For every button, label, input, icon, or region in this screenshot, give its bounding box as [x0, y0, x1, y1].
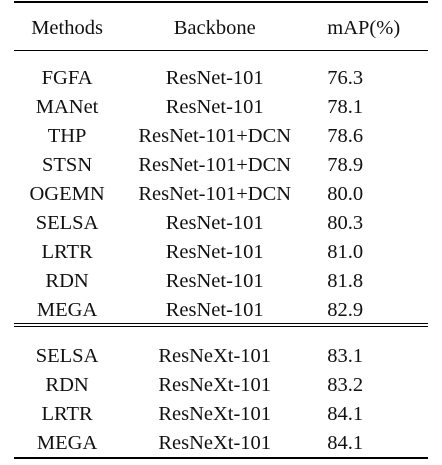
- header-rule: [14, 50, 428, 51]
- cell-backbone: ResNet-101+DCN: [138, 183, 292, 205]
- cell-method: MEGA: [36, 299, 98, 321]
- cell-map: 81.8: [327, 270, 364, 292]
- cell-map: 84.1: [327, 432, 364, 454]
- cell-map: 78.6: [327, 125, 364, 147]
- table-row: LRTR ResNet-101 81.0: [14, 238, 428, 267]
- cell-method: OGEMN: [29, 183, 105, 205]
- header-methods: Methods: [31, 17, 103, 39]
- cell-backbone: ResNet-101: [165, 241, 264, 263]
- group-resnext: SELSA ResNeXt-101 83.1 RDN ResNeXt-101 83.2 LR…: [14, 325, 428, 458]
- bottom-rule: [14, 457, 428, 459]
- table-row: SELSA ResNet-101 80.3: [14, 209, 428, 238]
- cell-backbone: ResNeXt-101: [158, 403, 272, 425]
- cell-method: RDN: [45, 270, 89, 292]
- cell-method: THP: [47, 125, 87, 147]
- comparison-table: Methods Backbone mAP(%) FGFA ResNet-101 76…: [14, 0, 428, 458]
- header-backbone: Backbone: [173, 17, 256, 39]
- group-divider-rule: [14, 323, 428, 324]
- table-row: OGEMN ResNet-101+DCN 80.0: [14, 180, 428, 209]
- cell-method: MEGA: [36, 432, 98, 454]
- table-row: LRTR ResNeXt-101 84.1: [14, 400, 428, 429]
- cell-map: 83.1: [327, 345, 364, 367]
- cell-backbone: ResNeXt-101: [158, 374, 272, 396]
- cell-map: 83.2: [327, 374, 364, 396]
- table-row: SELSA ResNeXt-101 83.1: [14, 342, 428, 371]
- cell-map: 82.9: [327, 299, 364, 321]
- table-row: MANet ResNet-101 78.1: [14, 93, 428, 122]
- cell-method: RDN: [45, 374, 89, 396]
- cell-backbone: ResNet-101: [165, 212, 264, 234]
- table-row: THP ResNet-101+DCN 78.6: [14, 122, 428, 151]
- group-resnet: FGFA ResNet-101 76.3 MANet ResNet-101 78.1 THP…: [14, 56, 428, 325]
- table-row: MEGA ResNeXt-101 84.1: [14, 429, 428, 458]
- cell-map: 78.1: [327, 96, 364, 118]
- cell-method: LRTR: [41, 241, 93, 263]
- cell-method: STSN: [42, 154, 93, 176]
- cell-backbone: ResNet-101+DCN: [138, 154, 292, 176]
- cell-map: 78.9: [327, 154, 364, 176]
- cell-backbone: ResNeXt-101: [158, 345, 272, 367]
- cell-map: 80.3: [327, 212, 364, 234]
- cell-method: FGFA: [41, 67, 93, 89]
- cell-backbone: ResNet-101: [165, 270, 264, 292]
- cell-backbone: ResNet-101: [165, 96, 264, 118]
- group-divider-rule-2: [14, 326, 428, 327]
- header-row: Methods Backbone mAP(%): [14, 0, 428, 56]
- cell-method: SELSA: [35, 212, 99, 234]
- cell-map: 80.0: [327, 183, 364, 205]
- row-spacer: [14, 56, 428, 64]
- table-row: MEGA ResNet-101 82.9: [14, 296, 428, 325]
- table-row: RDN ResNeXt-101 83.2: [14, 371, 428, 400]
- table-row: FGFA ResNet-101 76.3: [14, 64, 428, 93]
- cell-method: SELSA: [35, 345, 99, 367]
- header-map: mAP(%): [327, 17, 401, 39]
- cell-backbone: ResNeXt-101: [158, 432, 272, 454]
- cell-method: MANet: [35, 96, 99, 118]
- table-row: STSN ResNet-101+DCN 78.9: [14, 151, 428, 180]
- cell-map: 81.0: [327, 241, 364, 263]
- cell-backbone: ResNet-101: [165, 299, 264, 321]
- table-row: RDN ResNet-101 81.8: [14, 267, 428, 296]
- cell-backbone: ResNet-101+DCN: [138, 125, 292, 147]
- row-spacer: [14, 325, 428, 342]
- cell-method: LRTR: [41, 403, 93, 425]
- cell-backbone: ResNet-101: [165, 67, 264, 89]
- cell-map: 84.1: [327, 403, 364, 425]
- cell-map: 76.3: [327, 67, 364, 89]
- top-rule: [14, 1, 428, 3]
